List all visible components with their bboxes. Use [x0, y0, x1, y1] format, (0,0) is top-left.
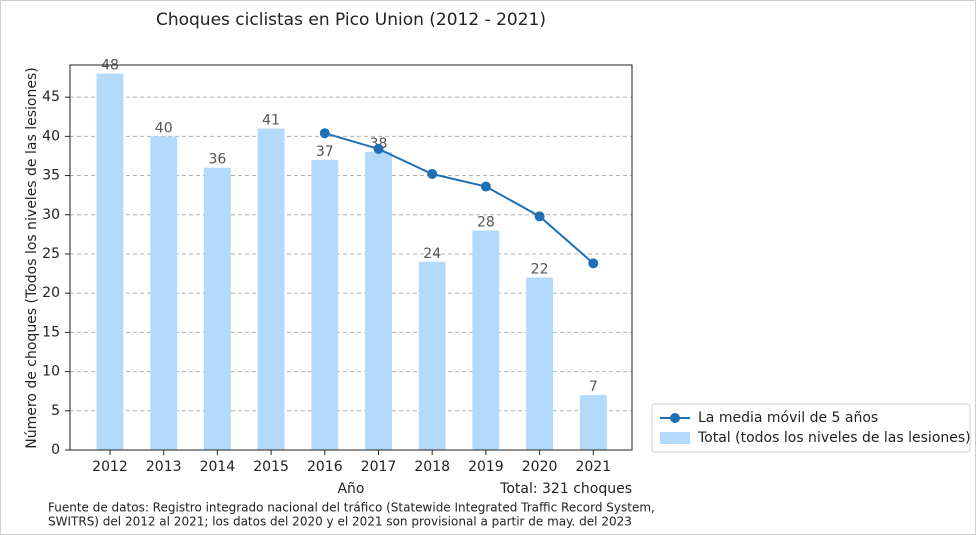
bar: [365, 152, 392, 450]
y-tick-label: 5: [51, 403, 60, 419]
x-axis-label: Año: [337, 481, 364, 497]
bar: [472, 230, 500, 450]
data-label: 40: [155, 120, 173, 136]
y-tick-label: 40: [42, 128, 60, 144]
line-point: [373, 143, 384, 154]
annotation: Total: 321 choques: [499, 481, 632, 497]
legend-label: La media móvil de 5 años: [698, 410, 878, 426]
y-tick-label: 15: [42, 324, 60, 340]
y-tick-label: 0: [51, 442, 60, 458]
line-point: [319, 128, 330, 139]
x-tick-label: 2012: [92, 459, 128, 475]
x-tick-label: 2019: [468, 459, 504, 475]
plot-frame: [69, 64, 633, 451]
bar: [418, 261, 446, 450]
data-label: 48: [101, 58, 119, 74]
bar: [579, 395, 607, 450]
footnote: SWITRS) del 2012 al 2021; los datos del …: [48, 515, 632, 529]
x-tick-label: 2013: [146, 459, 182, 475]
y-tick-label: 35: [42, 168, 60, 184]
line-point: [480, 181, 491, 192]
x-tick-label: 2018: [414, 459, 450, 475]
y-tick-label: 20: [42, 285, 60, 301]
bar: [526, 277, 554, 450]
x-tick-label: 2014: [200, 459, 236, 475]
x-tick-label: 2015: [253, 459, 289, 475]
legend-swatch: [670, 413, 680, 423]
legend-swatch: [660, 432, 690, 444]
line-point: [588, 258, 599, 269]
y-tick-label: 30: [42, 207, 60, 223]
legend-box: [651, 403, 971, 453]
bar: [311, 159, 339, 450]
data-label: 22: [531, 261, 549, 277]
chart-title: Choques ciclistas en Pico Union (2012 - …: [156, 10, 546, 30]
bar: [150, 136, 178, 451]
bar: [203, 167, 231, 451]
data-label: 37: [316, 144, 334, 160]
data-label: 28: [477, 214, 495, 230]
data-label: 7: [589, 379, 598, 395]
y-tick-label: 10: [42, 364, 60, 380]
y-tick-label: 25: [42, 246, 60, 262]
line: [324, 132, 594, 265]
legend-label: Total (todos los niveles de las lesiones…: [697, 430, 971, 446]
x-tick-label: 2017: [361, 459, 397, 475]
line-point: [534, 211, 545, 222]
bar: [257, 128, 285, 450]
footnote: Fuente de datos: Registro integrado naci…: [48, 501, 655, 515]
data-label: 41: [262, 113, 280, 129]
x-tick-label: 2020: [522, 459, 558, 475]
y-axis-label: Número de choques (Todos los niveles de …: [24, 67, 40, 448]
x-tick-label: 2021: [575, 459, 611, 475]
bar: [96, 73, 124, 451]
data-label: 24: [423, 246, 441, 262]
line-point: [427, 168, 438, 179]
x-tick-label: 2016: [307, 459, 343, 475]
y-tick-label: 45: [42, 89, 60, 105]
data-label: 36: [208, 152, 226, 168]
